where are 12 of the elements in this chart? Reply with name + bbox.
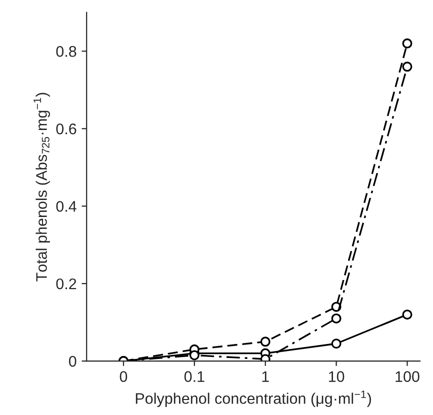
- y-tick-label: 0: [68, 356, 76, 367]
- y-tick-label: 0.8: [56, 46, 76, 57]
- x-tick-label: 10: [328, 371, 344, 382]
- x-axis-title: Polyphenol concentration (μg·ml$^{−1}$): [136, 390, 371, 407]
- x-tick-label: 1: [262, 371, 269, 382]
- x-tick-label: 0: [120, 371, 128, 382]
- x-tick-label: 0.1: [184, 371, 204, 382]
- y-axis-title: Total phenols (Abs$_{725}$·mg$^{−1}$): [34, 92, 50, 282]
- y-tick-label: 0.6: [56, 124, 76, 134]
- y-tick-label: 0.4: [56, 200, 76, 212]
- x-tick-label: 100: [396, 371, 420, 382]
- y-tick-label: 0.2: [56, 278, 76, 290]
